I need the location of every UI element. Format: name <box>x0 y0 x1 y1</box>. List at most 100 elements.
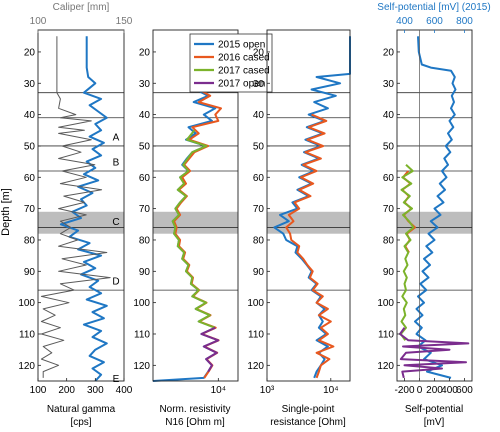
depth-tick-label: 90 <box>139 267 151 278</box>
x-tick-label: 200 <box>426 385 443 396</box>
top-axis-tick-label: 600 <box>426 16 443 27</box>
depth-tick-label: 110 <box>19 329 35 340</box>
top-axis-tick-label: 100 <box>30 16 47 27</box>
self-potential-panel: Self-potential [mV] (2015) Self-potentia… <box>377 2 490 428</box>
depth-tick-label: 70 <box>139 204 151 215</box>
legend-entry: 2015 open <box>218 40 265 51</box>
depth-tick-label: 80 <box>24 235 36 246</box>
natural-gamma-xunit: [cps] <box>70 417 91 428</box>
depth-tick-label: 60 <box>253 173 265 184</box>
zone-label: E <box>113 374 120 385</box>
natural-gamma-xlabel: Natural gamma <box>47 404 116 415</box>
series-line-caliper <box>40 36 111 378</box>
x-tick-label: 400 <box>116 385 133 396</box>
depth-tick-label: 30 <box>139 79 151 90</box>
depth-tick-label: 40 <box>24 110 36 121</box>
depth-tick-label: 110 <box>134 329 150 340</box>
legend-entry: 2017 cased <box>218 66 270 77</box>
top-axis-tick-label: 150 <box>116 16 133 27</box>
depth-tick-label: 70 <box>253 204 265 215</box>
depth-tick-label: 120 <box>247 361 264 372</box>
shaded-zone-band <box>397 211 472 234</box>
x-tick-label: 100 <box>30 385 47 396</box>
depth-tick-label: 70 <box>383 204 395 215</box>
series-line-gamma <box>59 36 108 382</box>
depth-tick-label: 50 <box>139 141 151 152</box>
depth-tick-label: 120 <box>18 361 35 372</box>
depth-tick-label: 100 <box>18 298 35 309</box>
depth-tick-label: 40 <box>253 110 265 121</box>
depth-tick-label: 80 <box>139 235 151 246</box>
depth-tick-label: 30 <box>24 79 36 90</box>
single-point-resistance-panel: Single-point resistance [Ohm] 20 30 40 50 60… <box>247 29 351 428</box>
depth-tick-label: 80 <box>253 235 265 246</box>
natural-gamma-panel: Caliper [mm] Natural gamma [cps] 20 30 40 5… <box>18 2 132 428</box>
depth-tick-label: 100 <box>377 298 394 309</box>
depth-tick-label: 20 <box>383 47 395 58</box>
shaded-zone-band <box>153 211 238 234</box>
depth-tick-label: 70 <box>24 204 36 215</box>
depth-tick-label: 120 <box>133 361 150 372</box>
series-line-2017-open <box>399 327 470 379</box>
x-tick-label: 600 <box>456 385 473 396</box>
depth-tick-label: 30 <box>383 79 395 90</box>
normalized-resistivity-xunit: N16 [Ohm m] <box>165 417 225 428</box>
depth-tick-label: 20 <box>24 47 36 58</box>
self-potential-top-axis-label: Self-potential [mV] (2015) <box>377 2 490 13</box>
depth-tick-label: 30 <box>253 79 265 90</box>
depth-tick-label: 60 <box>24 173 36 184</box>
series-line-2015-open <box>414 36 457 379</box>
single-point-resistance-xunit: resistance [Ohm] <box>270 417 346 428</box>
zone-label: D <box>112 277 119 288</box>
x-tick-label: 200 <box>58 385 75 396</box>
series-line-2017-cased <box>171 129 216 329</box>
depth-tick-label: 50 <box>253 141 265 152</box>
depth-tick-label: 90 <box>253 267 265 278</box>
x-tick-label: 10³ <box>260 385 275 396</box>
depth-tick-label: 110 <box>378 329 394 340</box>
series-line-2015-open <box>273 36 351 379</box>
x-tick-label: 400 <box>441 385 458 396</box>
zone-label: A <box>113 133 120 144</box>
depth-tick-label: 100 <box>247 298 264 309</box>
depth-tick-label: 50 <box>383 141 395 152</box>
depth-tick-label: 40 <box>383 110 395 121</box>
depth-tick-label: 120 <box>377 361 394 372</box>
x-tick-label: 10⁴ <box>323 385 338 396</box>
depth-tick-label: 100 <box>133 298 150 309</box>
plot-frame <box>152 29 239 382</box>
single-point-resistance-xlabel: Single-point <box>282 404 335 415</box>
depth-tick-label: 90 <box>24 267 36 278</box>
legend-entry: 2017 open <box>218 79 265 90</box>
x-tick-label: 0 <box>417 385 423 396</box>
normalized-resistivity-xlabel: Norm. resistivity <box>159 404 230 415</box>
natural-gamma-top-axis-label: Caliper [mm] <box>53 2 110 13</box>
depth-tick-label: 80 <box>383 235 395 246</box>
depth-tick-label: 60 <box>383 173 395 184</box>
series-line-2017-cased <box>399 164 415 341</box>
series-line-2017-open <box>200 326 220 373</box>
depth-tick-label: 50 <box>24 141 36 152</box>
depth-tick-label: 110 <box>248 329 264 340</box>
depth-tick-label: 40 <box>139 110 151 121</box>
top-axis-tick-label: 800 <box>456 16 473 27</box>
normalized-resistivity-panel: Norm. resistivity N16 [Ohm m] 20 30 40 50 60… <box>133 29 273 428</box>
x-tick-label: 10⁴ <box>211 385 226 396</box>
depth-tick-label: 20 <box>139 47 151 58</box>
plot-frame <box>37 29 125 382</box>
zone-label: C <box>112 217 119 228</box>
top-axis-tick-label: 400 <box>396 16 413 27</box>
series-line-2016-cased <box>285 113 335 379</box>
depth-axis-label: Depth [m] <box>0 188 12 236</box>
zone-label: B <box>113 158 120 169</box>
legend-entry: 2016 cased <box>218 53 270 64</box>
depth-tick-label: 90 <box>383 267 395 278</box>
plot-frame <box>266 29 351 382</box>
depth-tick-label: 20 <box>253 47 265 58</box>
self-potential-xlabel: Self-potential <box>405 404 463 415</box>
self-potential-xunit: [mV] <box>424 417 445 428</box>
x-tick-label: -200 <box>394 385 414 396</box>
shaded-zone-band <box>38 211 124 234</box>
depth-tick-label: 60 <box>139 173 151 184</box>
